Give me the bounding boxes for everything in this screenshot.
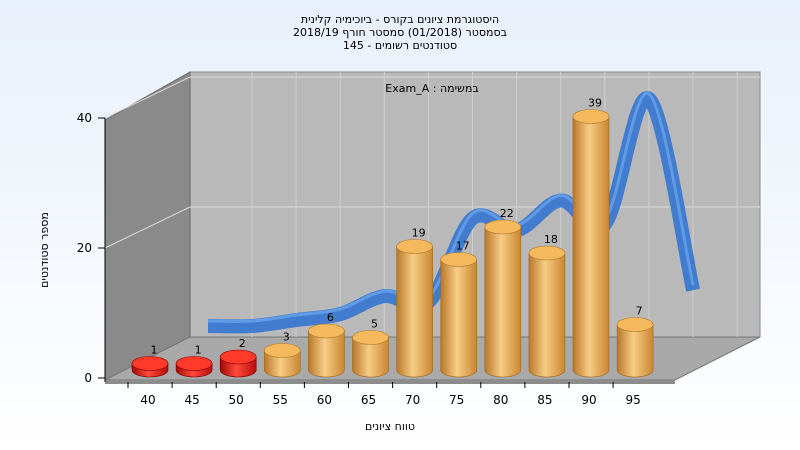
bar-top: [263, 343, 301, 358]
bar-top: [616, 317, 654, 332]
bar: [131, 356, 169, 378]
bar: [308, 323, 345, 378]
bar-value-label: 1: [151, 344, 158, 357]
x-tick-label: 80: [493, 393, 508, 407]
x-axis-label: טווח ציונים: [365, 420, 415, 433]
bar-value-label: 7: [636, 305, 643, 318]
bar: [263, 343, 301, 378]
grid-line-left: [104, 206, 191, 249]
bar-body: [396, 246, 433, 378]
x-tick-label: 75: [449, 393, 464, 407]
value-labels: 1 1 2 3 6 5 19 17 22 18 39 7: [151, 97, 643, 357]
distribution-curve-ribbon: [207, 91, 700, 334]
bar-body: [528, 252, 566, 378]
bar: [396, 239, 433, 378]
floor-front-edge: [105, 380, 675, 384]
bar-top: [308, 323, 345, 339]
x-tick-label: 70: [405, 393, 420, 407]
bar-top: [396, 239, 433, 254]
bar-top: [352, 330, 389, 345]
bar-top: [219, 349, 257, 365]
bar: [528, 245, 566, 378]
bar-top: [572, 109, 610, 124]
bar-body: [484, 226, 522, 378]
distribution-curve: [207, 91, 700, 334]
bar-value-label: 5: [371, 318, 378, 331]
y-tick-label: 20: [77, 241, 92, 255]
bar: [175, 356, 213, 378]
bar-body: [352, 337, 389, 378]
bar-value-label: 39: [588, 97, 602, 110]
x-tick-label: 95: [625, 393, 640, 407]
bar: [484, 219, 522, 378]
bar-top: [175, 356, 213, 371]
bar-value-label: 22: [500, 207, 514, 220]
bar-body: [440, 259, 477, 378]
bar: [219, 349, 257, 378]
y-axis-label: מספר סטודנטים: [38, 212, 51, 288]
bar-value-label: 2: [239, 337, 246, 350]
chart-title-line-2: בסמסטר (01/2018) סמסטר חורף 2018/19: [293, 26, 507, 39]
x-tick-label: 50: [229, 393, 244, 407]
y-tick-label: 0: [84, 371, 92, 385]
bar: [572, 109, 610, 378]
bar-value-label: 3: [283, 331, 290, 344]
bar-value-label: 6: [327, 311, 334, 324]
distribution-curve-highlight: [207, 91, 695, 323]
bar-top: [528, 245, 566, 261]
bar-body: [264, 350, 301, 378]
chart-title-line-3: 145 - סטודנטים רשומים: [343, 39, 457, 52]
y-tick-label: 40: [77, 111, 92, 125]
bar-body: [308, 330, 345, 378]
x-tick-label: 65: [361, 393, 376, 407]
grid-line-left: [104, 76, 191, 119]
bar-value-label: 18: [544, 233, 558, 246]
bars: [131, 109, 654, 378]
left-wall: [104, 71, 191, 381]
x-tick-label: 90: [581, 393, 596, 407]
bar: [352, 330, 389, 378]
x-tick-label: 40: [140, 393, 155, 407]
bar-top: [484, 219, 522, 235]
chart-title-line-1: היסטוגרמת ציונים בקורס - ביוכימיה קלינית: [301, 13, 499, 26]
bar: [440, 252, 478, 378]
bar-value-label: 19: [412, 227, 426, 240]
x-tick-label: 45: [184, 393, 199, 407]
bar: [616, 317, 654, 378]
x-tick-label: 55: [273, 393, 288, 407]
bar-value-label: 1: [195, 344, 202, 357]
x-tick-label: 85: [537, 393, 552, 407]
bar-value-label: 17: [456, 240, 470, 253]
x-tick-label: 60: [317, 393, 332, 407]
bar-top: [131, 356, 169, 371]
bar-body: [616, 324, 654, 378]
bar-top: [440, 252, 478, 267]
bar-body: [572, 116, 610, 378]
exam-annotation: Exam_A : במשימה: [385, 82, 478, 95]
